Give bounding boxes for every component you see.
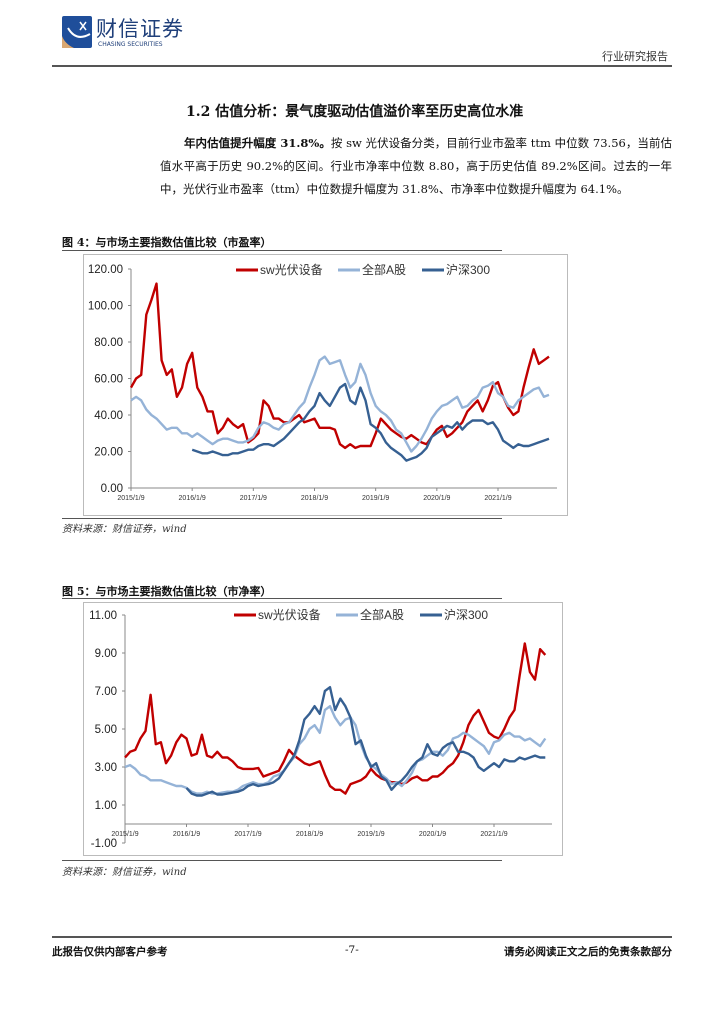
para-lead: 年内估值提升幅度 31.8%。 — [184, 136, 331, 150]
legend-label: 沪深300 — [444, 608, 488, 622]
y-tick-label: -1.00 — [91, 838, 117, 850]
y-tick-label: 60.00 — [94, 374, 123, 386]
series-line-3 — [185, 686, 546, 797]
legend-label: 沪深300 — [446, 263, 490, 277]
x-tick-label: 2020/1/9 — [419, 831, 446, 838]
body-paragraph: 年内估值提升幅度 31.8%。按 sw 光伏设备分类，目前行业市盈率 ttm 中… — [160, 132, 672, 201]
chart-frame — [83, 254, 568, 516]
page-number: -7- — [345, 944, 359, 956]
header-divider — [52, 65, 672, 67]
x-tick-label: 2018/1/9 — [296, 831, 323, 838]
footer-disclaimer: 此报告仅供内部客户参考 — [52, 946, 168, 958]
legend-label: sw光伏设备 — [260, 263, 323, 277]
x-tick-label: 2021/1/9 — [484, 495, 511, 502]
document-type: 行业研究报告 — [602, 50, 668, 63]
y-tick-label: 20.00 — [94, 447, 123, 459]
para-text: 按 sw 光伏设备分类，目前行业市盈率 ttm 中位数 73.56，当前估值水平… — [160, 136, 672, 196]
series-line-2 — [124, 705, 547, 795]
y-tick-label: 1.00 — [95, 800, 117, 812]
y-tick-label: 120.00 — [88, 264, 123, 276]
y-tick-label: 11.00 — [89, 610, 117, 622]
y-tick-label: 40.00 — [94, 410, 123, 422]
x-tick-label: 2016/1/9 — [173, 831, 200, 838]
x-tick-label: 2019/1/9 — [362, 495, 389, 502]
logo-text: 财信证券 — [96, 17, 184, 41]
x-tick-label: 2016/1/9 — [179, 495, 206, 502]
y-tick-label: 7.00 — [95, 686, 117, 698]
series-line-1 — [124, 642, 547, 795]
y-tick-label: 0.00 — [101, 483, 123, 495]
company-logo-icon — [62, 16, 92, 48]
x-tick-label: 2015/1/9 — [111, 831, 138, 838]
y-tick-label: 80.00 — [94, 337, 123, 349]
x-tick-label: 2021/1/9 — [480, 831, 507, 838]
x-tick-label: 2019/1/9 — [357, 831, 384, 838]
figure-divider — [62, 518, 502, 519]
figure-divider — [62, 250, 502, 251]
legend-label: 全部A股 — [360, 607, 404, 622]
figure-5-title: 图 5：与市场主要指数估值比较（市净率） — [62, 585, 272, 598]
footer-divider — [52, 936, 672, 938]
y-tick-label: 3.00 — [95, 762, 117, 774]
chart-frame — [83, 602, 563, 856]
y-tick-label: 100.00 — [88, 301, 123, 313]
figure-5-source: 资料来源：财信证券，wind — [62, 867, 187, 878]
x-tick-label: 2018/1/9 — [301, 495, 328, 502]
figure-4-source: 资料来源：财信证券，wind — [62, 524, 187, 535]
legend-label: sw光伏设备 — [258, 608, 321, 622]
x-tick-label: 2017/1/9 — [234, 831, 261, 838]
legend-label: 全部A股 — [362, 262, 406, 277]
figure-divider — [62, 598, 502, 599]
logo-subtext: CHASING SECURITIES — [98, 41, 163, 48]
x-tick-label: 2015/1/9 — [117, 495, 144, 502]
figure-divider — [62, 860, 502, 861]
y-tick-label: 5.00 — [95, 724, 117, 736]
footer-notice: 请务必阅读正文之后的免责条款部分 — [504, 946, 672, 958]
y-tick-label: 9.00 — [95, 648, 117, 660]
series-line-2 — [130, 355, 550, 453]
section-title: 1.2 估值分析：景气度驱动估值溢价率至历史高位水准 — [186, 104, 524, 120]
x-tick-label: 2020/1/9 — [423, 495, 450, 502]
figure-4-title: 图 4：与市场主要指数估值比较（市盈率） — [62, 236, 272, 249]
series-line-3 — [191, 382, 550, 462]
x-tick-label: 2017/1/9 — [240, 495, 267, 502]
series-line-1 — [129, 282, 550, 450]
